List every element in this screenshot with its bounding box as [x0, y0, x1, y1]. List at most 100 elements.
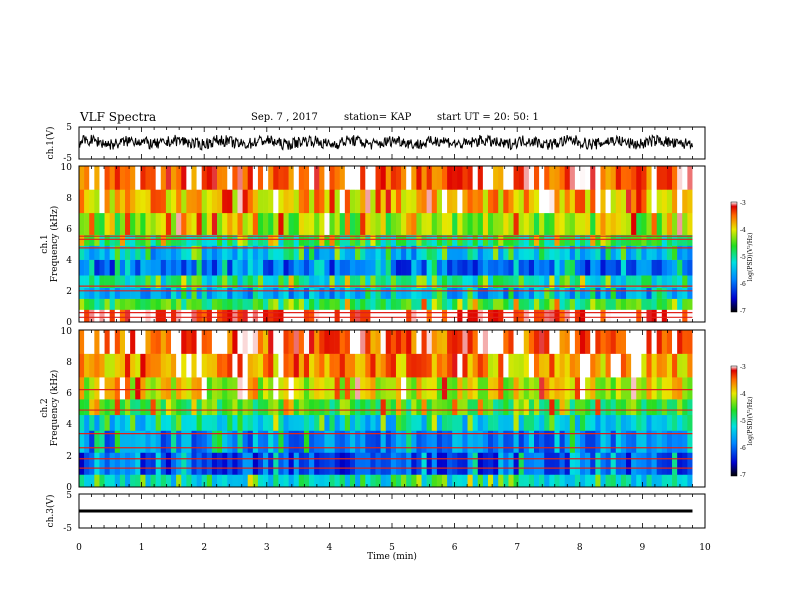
- spec2-cell: [457, 452, 463, 475]
- spec2-cell: [503, 330, 509, 354]
- spec1-cell: [130, 189, 136, 214]
- spec2-cell: [360, 430, 366, 453]
- spec2-cell: [344, 330, 351, 354]
- spec1-cell: [513, 298, 519, 310]
- spec1-cell: [401, 189, 407, 214]
- spec1-cell: [242, 166, 249, 190]
- spec1-cell: [447, 287, 453, 299]
- spec1-cell: [263, 298, 269, 310]
- spec1-cell: [508, 259, 514, 276]
- spec2-cell: [150, 377, 156, 400]
- spec1-cell: [682, 245, 688, 260]
- spec1-cell: [339, 275, 346, 288]
- ch1-waveform-panel: 5 -5 ch.1(V): [45, 123, 706, 164]
- spec2-cell: [278, 399, 284, 416]
- spec2-cell: [109, 474, 116, 488]
- spec2-cell: [385, 377, 392, 400]
- spec1-cell: [615, 189, 622, 214]
- spec2-cell: [349, 474, 356, 488]
- spec2-cell: [411, 474, 417, 488]
- spec1-cell: [641, 309, 647, 323]
- spec2-cell: [513, 330, 519, 354]
- spec2-cell: [600, 414, 606, 431]
- spec2-cell: [375, 330, 381, 354]
- spec2-cell: [355, 414, 361, 431]
- spec2-cell: [155, 353, 162, 378]
- spec1-cell: [181, 259, 187, 276]
- spec2-cell: [482, 430, 489, 453]
- spec2-cell: [89, 399, 95, 416]
- spec1-cell: [119, 298, 126, 310]
- spec2-cell: [452, 353, 458, 378]
- spec2-cell: [278, 330, 284, 354]
- spec1-cell: [181, 298, 187, 310]
- spec2-cell: [314, 474, 320, 488]
- spec1-cell: [528, 309, 535, 323]
- spec1-cell: [682, 234, 688, 246]
- spec1-cell: [171, 298, 177, 310]
- spec1-cell: [528, 234, 535, 246]
- spec1-cell: [206, 212, 213, 235]
- spec1-cell: [155, 275, 162, 288]
- spec2-cell: [191, 474, 197, 488]
- spec1-cell: [452, 234, 458, 246]
- spec1-cell: [252, 287, 259, 299]
- spec1-cell: [646, 166, 652, 190]
- spec2-cell: [89, 353, 95, 378]
- spec2-cell: [687, 399, 693, 416]
- spec1-cell: [293, 189, 300, 214]
- spec2-cell: [447, 452, 453, 475]
- spec2-cell: [580, 414, 586, 431]
- spec1-cell: [411, 166, 417, 190]
- spec1-cell: [155, 189, 162, 214]
- ch1-ylabel: ch.1(V): [45, 127, 56, 160]
- spec2-cell: [605, 430, 611, 453]
- spec2-cell: [656, 452, 663, 475]
- spec2-cell: [472, 414, 479, 431]
- spec2-cell: [672, 452, 678, 475]
- spec1-cell: [79, 287, 85, 299]
- spec2-cell: [344, 474, 351, 488]
- spec2-cell: [574, 330, 581, 354]
- spec2-cell: [677, 377, 683, 400]
- spec2-cell: [421, 353, 427, 378]
- spec1-cell: [135, 212, 141, 235]
- spec1-cell: [620, 245, 627, 260]
- spec1-cell: [487, 189, 494, 214]
- spec2-cell: [206, 377, 213, 400]
- spec1-cell: [523, 275, 530, 288]
- spec2-cell: [370, 330, 376, 354]
- spec1-cell: [462, 245, 468, 260]
- spec1-cell: [472, 275, 479, 288]
- spec1-cell: [232, 259, 238, 276]
- spec1-cell: [273, 234, 279, 246]
- spec1-cell: [533, 298, 540, 310]
- spec1-cell: [186, 234, 192, 246]
- spec2-cell: [431, 430, 438, 453]
- spec1-cell: [283, 245, 289, 260]
- spec2-cell: [211, 452, 218, 475]
- spec2-cell: [145, 414, 151, 431]
- spec1-cell: [150, 212, 156, 235]
- spec1-cell: [283, 309, 289, 323]
- spec1-cell: [549, 245, 555, 260]
- spec2-cell: [528, 353, 535, 378]
- spec1-cell: [114, 275, 121, 288]
- spec1-cell: [493, 275, 499, 288]
- spec2-cell: [222, 452, 228, 475]
- spec1-cell: [600, 275, 606, 288]
- spec2-cell: [278, 353, 284, 378]
- spec1-cell: [666, 275, 673, 288]
- spec1-cell: [436, 298, 443, 310]
- spec2-cell: [130, 452, 136, 475]
- spec1-cell: [477, 166, 484, 190]
- spec1-cell: [273, 287, 279, 299]
- spec2-cell: [523, 377, 530, 400]
- spec1-cell: [84, 166, 90, 190]
- spec2-cell: [436, 430, 443, 453]
- spec1-cell: [222, 189, 228, 214]
- spec2-cell: [687, 452, 693, 475]
- spec1-cell: [263, 234, 269, 246]
- spec1-cell: [186, 245, 192, 260]
- spec2-cell: [600, 377, 606, 400]
